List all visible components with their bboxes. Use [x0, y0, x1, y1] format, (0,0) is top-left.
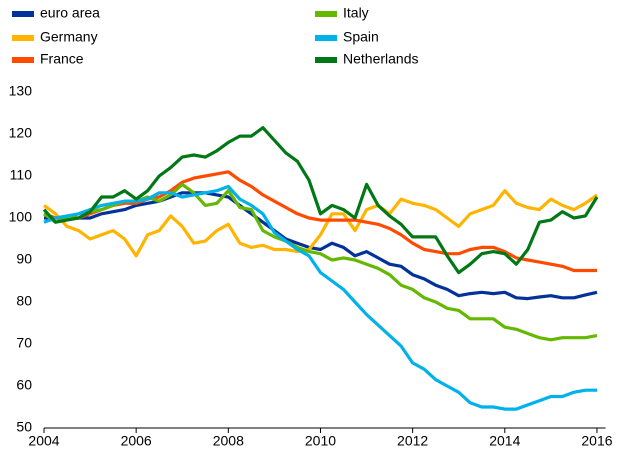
legend-label: euro area	[40, 5, 100, 21]
y-tick-label: 80	[16, 293, 32, 309]
y-tick-label: 70	[16, 335, 32, 351]
y-tick-label: 130	[9, 83, 33, 99]
x-tick-label: 2006	[121, 433, 152, 449]
y-tick-label: 120	[9, 125, 33, 141]
series-line	[43, 189, 598, 258]
series-line	[44, 191, 598, 301]
y-tick-label: 50	[16, 419, 32, 435]
legend-label: Italy	[343, 5, 369, 21]
x-tick-label: 2008	[213, 433, 244, 449]
legend-label: France	[40, 51, 84, 67]
y-tick-label: 90	[16, 251, 32, 267]
legend-swatch	[315, 57, 337, 63]
y-tick-label: 110	[10, 167, 33, 183]
y-tick-label: 60	[16, 377, 32, 393]
legend-swatch	[315, 11, 337, 17]
legend-label: Spain	[343, 29, 379, 45]
x-tick-label: 2016	[581, 433, 612, 449]
legend-swatch	[12, 57, 34, 63]
series-line	[43, 170, 597, 273]
legend-swatch	[315, 35, 337, 41]
legend-swatch	[12, 35, 34, 41]
series-line	[42, 126, 599, 275]
x-tick-label: 2012	[397, 433, 428, 449]
y-tick-label: 100	[9, 209, 33, 225]
x-tick-label: 2014	[489, 433, 520, 449]
legend-label: Netherlands	[343, 51, 419, 67]
series-line	[43, 184, 597, 411]
x-tick-label: 2004	[28, 433, 59, 449]
legend-label: Germany	[40, 29, 98, 45]
legend-swatch	[12, 11, 34, 17]
x-tick-label: 2010	[305, 433, 336, 449]
